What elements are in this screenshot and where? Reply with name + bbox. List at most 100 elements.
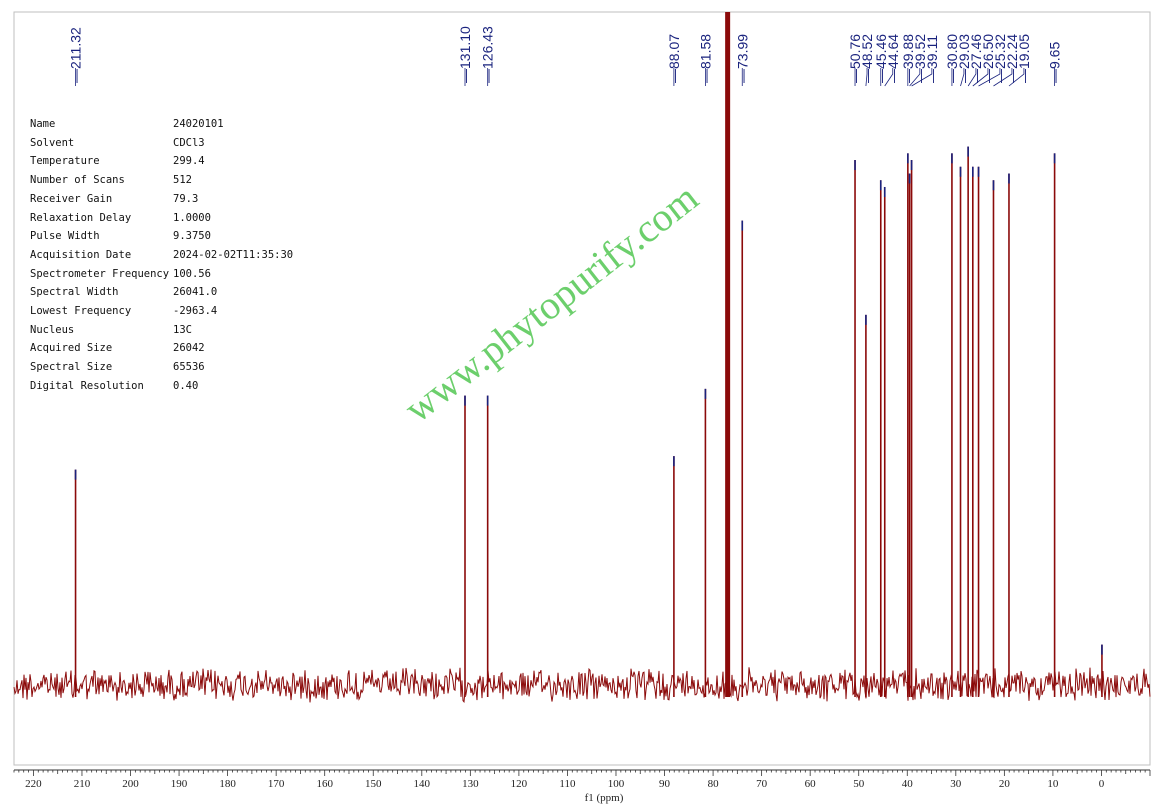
param-value: 9.3750	[173, 230, 211, 243]
peak-label-text: —45.46	[873, 34, 889, 83]
x-axis-label: f1 (ppm)	[585, 792, 624, 804]
peak-label-text: —39.88	[900, 34, 916, 83]
x-tick-label: 120	[511, 778, 528, 790]
peak-label: —27.46	[967, 34, 984, 87]
x-tick-label: 140	[414, 778, 431, 790]
peak-label-text: —44.64	[885, 34, 901, 83]
param-key: Temperature	[30, 155, 100, 168]
peak-label-text: —131.10	[457, 26, 473, 83]
peak-label-text: —81.58	[697, 34, 713, 83]
param-key: Number of Scans	[30, 174, 125, 187]
peak-label: —44.64	[884, 34, 901, 87]
x-tick-label: 210	[74, 778, 91, 790]
peak-label-text: —126.43	[480, 26, 496, 83]
baseline-noise	[13, 667, 1151, 703]
param-key: Pulse Width	[30, 230, 100, 243]
x-tick-label: 30	[950, 778, 962, 790]
param-value: 299.4	[173, 155, 205, 168]
x-tick-label: 100	[608, 778, 625, 790]
peak-label: —39.88	[900, 34, 916, 86]
peak-labels-layer: —211.32 —131.10 —126.43 —88.07 —81.58 —73.99 —…	[68, 26, 1063, 87]
x-tick-label: 150	[365, 778, 382, 790]
peak-label: —25.32	[978, 34, 1008, 87]
peak-label-text: —9.65	[1047, 42, 1063, 83]
x-tick-label: 10	[1047, 778, 1059, 790]
x-tick-label: 60	[805, 778, 817, 790]
x-tick-label: 160	[316, 778, 333, 790]
param-value: 79.3	[173, 192, 199, 205]
x-tick-label: 220	[25, 778, 42, 790]
param-key: Spectral Width	[30, 286, 119, 299]
x-tick-label: 70	[756, 778, 768, 790]
peak-label: —131.10	[457, 26, 473, 86]
param-value: 100.56	[173, 267, 211, 280]
x-axis: 220 210 200 190 180 170 160 150 140 130 120 110 100 9…	[13, 769, 1151, 804]
param-key: Relaxation Delay	[30, 211, 132, 224]
peak-label-text: —22.24	[1004, 34, 1020, 83]
param-value: 2024-02-02T11:35:30	[173, 248, 294, 261]
peak-label: —39.11	[911, 35, 940, 87]
plot-frame	[13, 11, 1151, 766]
param-key: Lowest Frequency	[30, 305, 132, 317]
peak-label: —29.03	[956, 34, 972, 87]
peaks-layer	[74, 12, 1103, 697]
param-key: Receiver Gain	[30, 192, 113, 205]
x-tick-label: 200	[122, 778, 139, 790]
peak-label: —30.80	[944, 34, 960, 86]
param-key: Solvent	[30, 136, 75, 149]
peak-label-text: —29.03	[956, 34, 972, 83]
x-tick-label: 40	[902, 778, 914, 790]
peak-label: —73.99	[734, 34, 750, 86]
peak-label-text: —26.50	[980, 34, 996, 83]
x-tick-label: 50	[853, 778, 865, 790]
baseline-trace	[13, 667, 1151, 703]
param-key: Spectrometer Frequency	[30, 267, 170, 280]
peak-label-text: —30.80	[944, 34, 960, 83]
x-tick-label: 130	[462, 778, 479, 790]
peak-label: —22.24	[993, 34, 1020, 87]
x-tick-label: 20	[999, 778, 1011, 790]
param-value: 24020101	[173, 118, 224, 130]
peak-label: —211.32	[68, 27, 84, 86]
peak-label-text: —211.32	[68, 27, 84, 83]
param-key: Name	[30, 118, 56, 130]
peak-label-text: —39.11	[924, 35, 940, 83]
peak-label: —45.46	[873, 34, 889, 86]
peak-label-text: —48.52	[859, 34, 875, 83]
peak-label-text: —88.07	[666, 34, 682, 83]
peak-label-text: —25.32	[992, 34, 1008, 83]
peak-label: —50.76	[847, 34, 863, 86]
peak-label-text: —39.52	[912, 34, 928, 83]
param-value: CDCl3	[173, 136, 205, 149]
param-key: Nucleus	[30, 323, 75, 336]
x-tick-label: 110	[559, 778, 576, 790]
peak-label: —39.52	[909, 34, 928, 87]
peak-label: —26.50	[972, 34, 996, 87]
param-value: 26042	[173, 342, 205, 355]
x-tick-label: 180	[219, 778, 236, 790]
x-tick-label: 80	[708, 778, 720, 790]
param-key: Digital Resolution	[30, 379, 144, 392]
peak-label-text: —27.46	[968, 34, 984, 83]
peak-label: —88.07	[666, 34, 682, 86]
peak-label: —9.65	[1047, 42, 1063, 86]
x-tick-label: 170	[268, 778, 285, 790]
x-tick-label: 0	[1099, 778, 1105, 790]
param-value: 26041.0	[173, 286, 218, 299]
param-value: 65536	[173, 361, 205, 374]
param-value: 512	[173, 174, 192, 187]
peak-label-text: —19.05	[1016, 34, 1032, 83]
peak-label: —126.43	[480, 26, 496, 86]
peak-label-text: —73.99	[734, 34, 750, 83]
param-value: -2963.4	[173, 305, 218, 317]
peak-label-text: —50.76	[847, 34, 863, 83]
param-value: 13C	[173, 323, 192, 336]
peak-label: —81.58	[697, 34, 713, 86]
param-key: Acquisition Date	[30, 248, 132, 261]
param-key: Acquired Size	[30, 342, 113, 355]
peak-label: —19.05	[1008, 34, 1032, 87]
param-value: 0.40	[173, 379, 199, 392]
param-key: Spectral Size	[30, 361, 113, 374]
x-tick-label: 190	[171, 778, 188, 790]
